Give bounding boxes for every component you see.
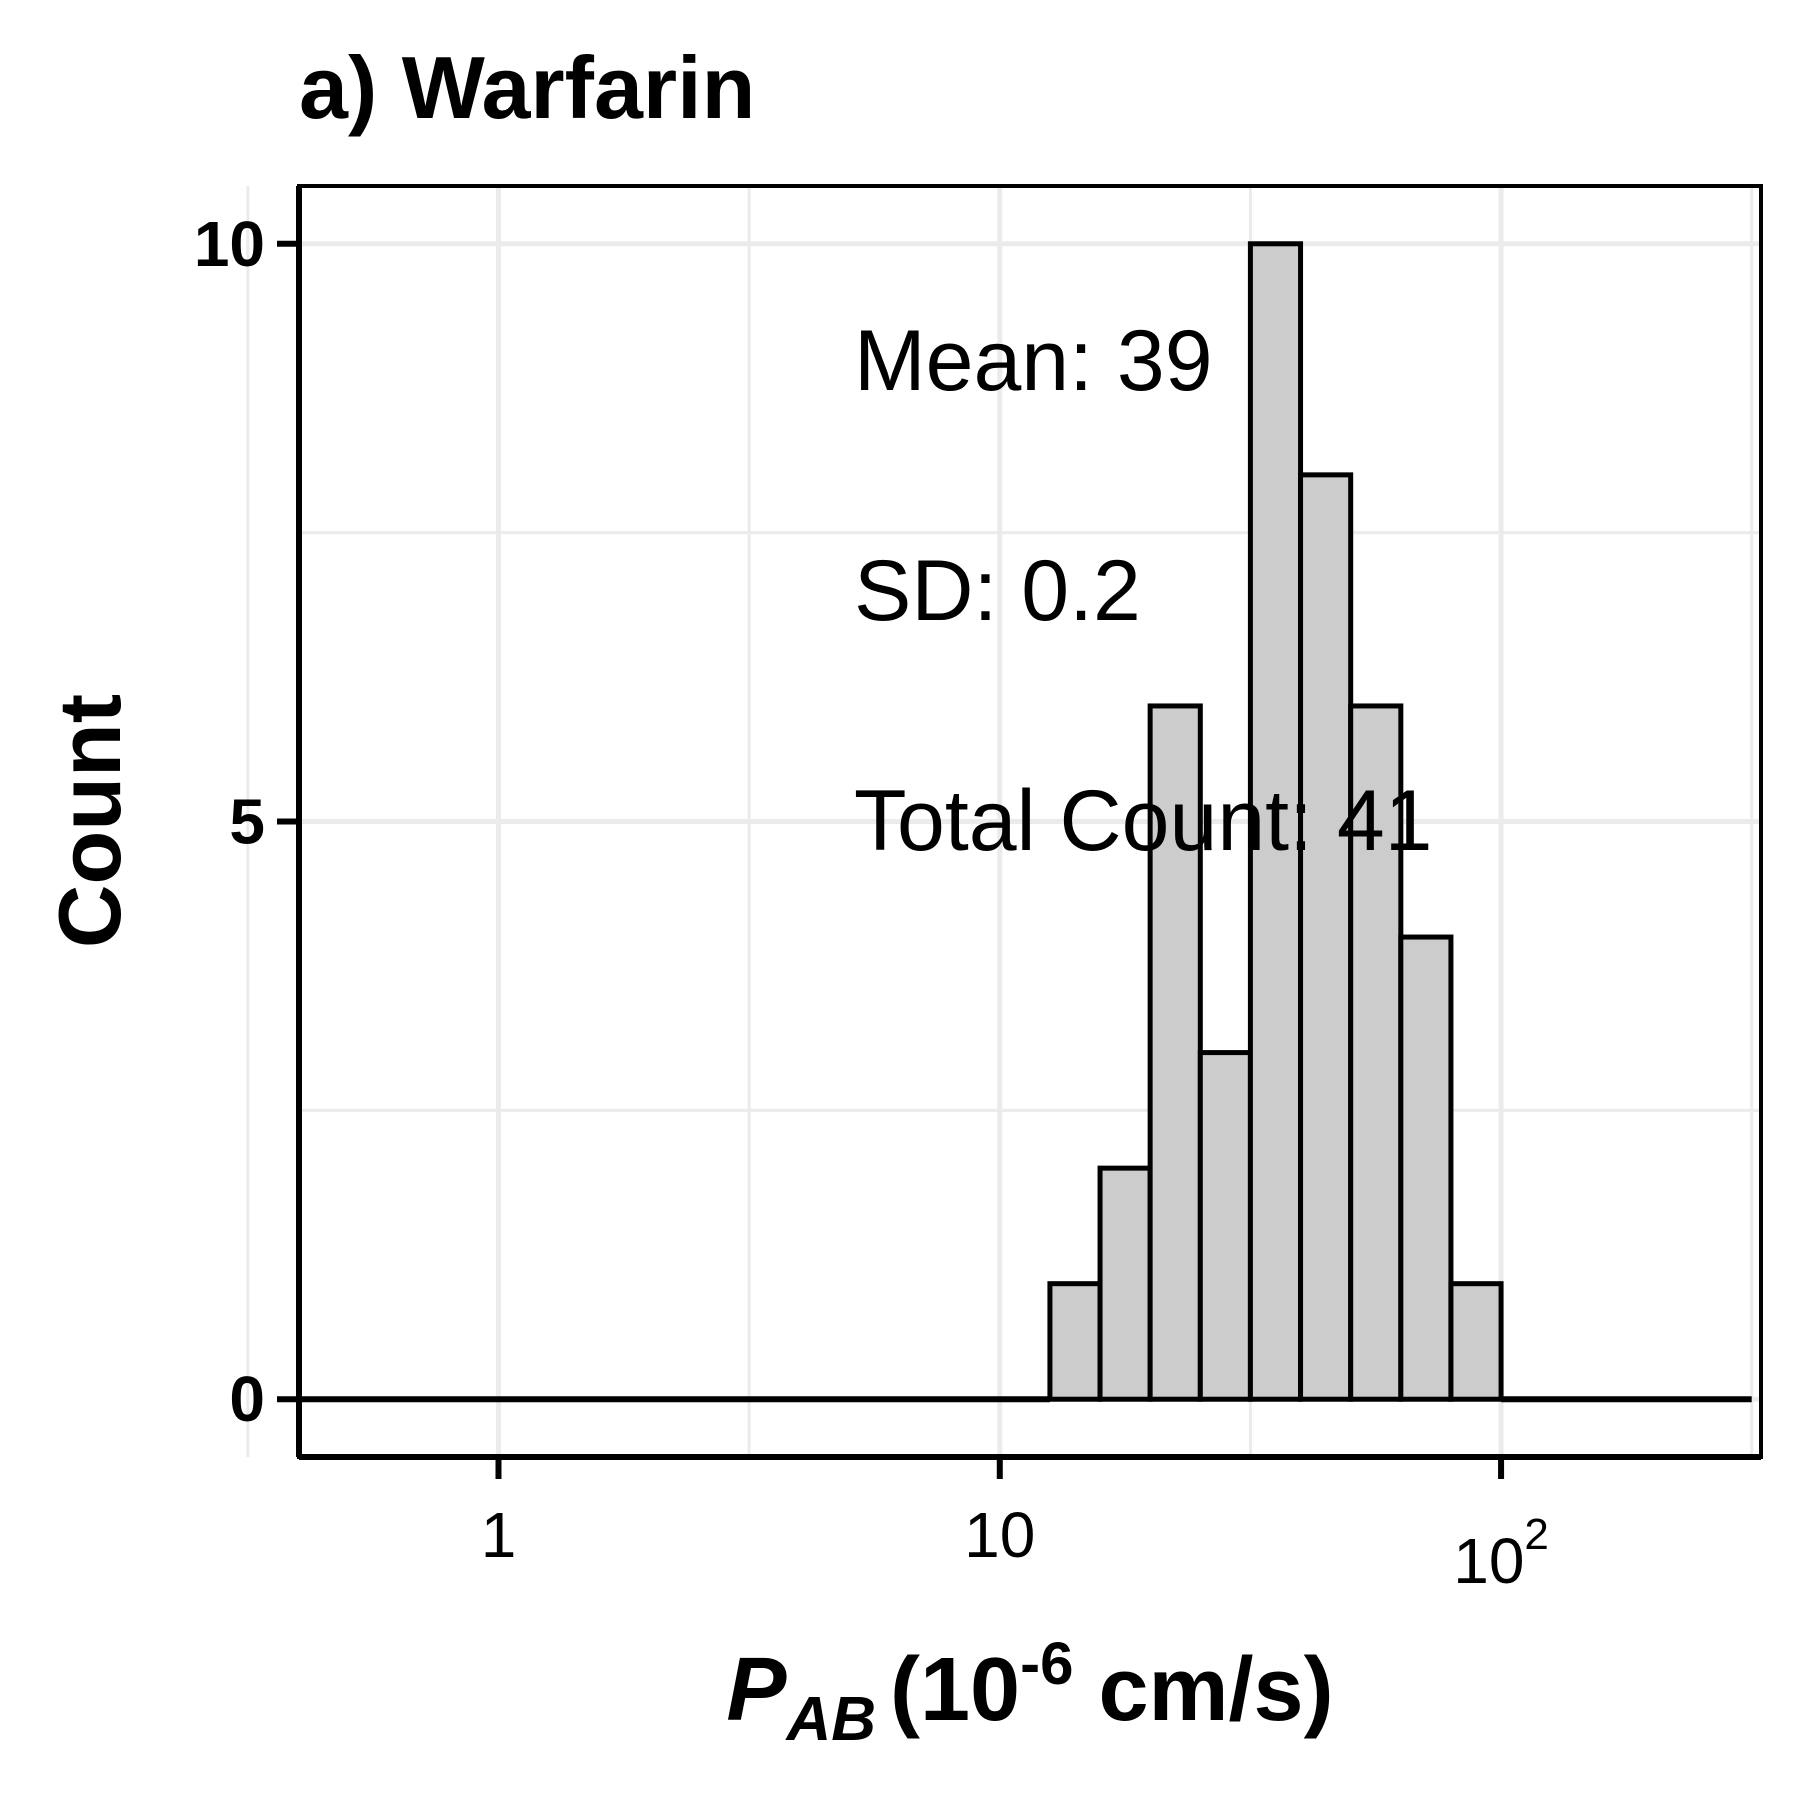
- annotation-sd: SD: 0.2: [854, 543, 1141, 639]
- histogram-bar-7: [1348, 703, 1404, 1402]
- y-tick-label-0: 0: [229, 1363, 265, 1435]
- histogram-bar-9: [1448, 1281, 1504, 1402]
- x-axis-title-open: (10: [890, 1640, 1020, 1740]
- histogram-bars: [297, 241, 1752, 1403]
- chart-title: a) Warfarin: [299, 38, 755, 137]
- x-axis-ticks: 1 10 102: [481, 1457, 1549, 1597]
- histogram-bar-4: [1197, 1050, 1253, 1402]
- x-tick-label-1: 10: [964, 1499, 1035, 1571]
- x-axis-title-superscript: -6: [1020, 1630, 1073, 1697]
- x-tick-label-0: 1: [481, 1499, 517, 1571]
- annotations: Mean: 39 SD: 0.2 Total Count: 41: [854, 313, 1432, 869]
- y-tick-label-1: 5: [229, 786, 265, 858]
- x-axis-title-symbol: P: [726, 1640, 787, 1740]
- annotation-mean: Mean: 39: [854, 313, 1213, 409]
- x-tick-label-2: 102: [1453, 1510, 1549, 1597]
- histogram-bar-5: [1247, 241, 1304, 1402]
- histogram-bar-1: [1047, 1281, 1103, 1402]
- y-axis-title: Count: [40, 694, 139, 948]
- x-axis-title: PAB (10-6 cm/s): [726, 1630, 1333, 1754]
- x-axis-title-subscript: AB: [784, 1685, 876, 1754]
- annotation-total-count: Total Count: 41: [854, 773, 1432, 869]
- y-axis-ticks: 0 5 10: [194, 208, 299, 1435]
- histogram-bar-6: [1298, 472, 1354, 1402]
- histogram-bar-2: [1097, 1165, 1153, 1402]
- x-axis-title-unit: cm/s): [1073, 1640, 1333, 1740]
- histogram-bar-8: [1398, 934, 1454, 1402]
- y-tick-label-2: 10: [194, 208, 265, 280]
